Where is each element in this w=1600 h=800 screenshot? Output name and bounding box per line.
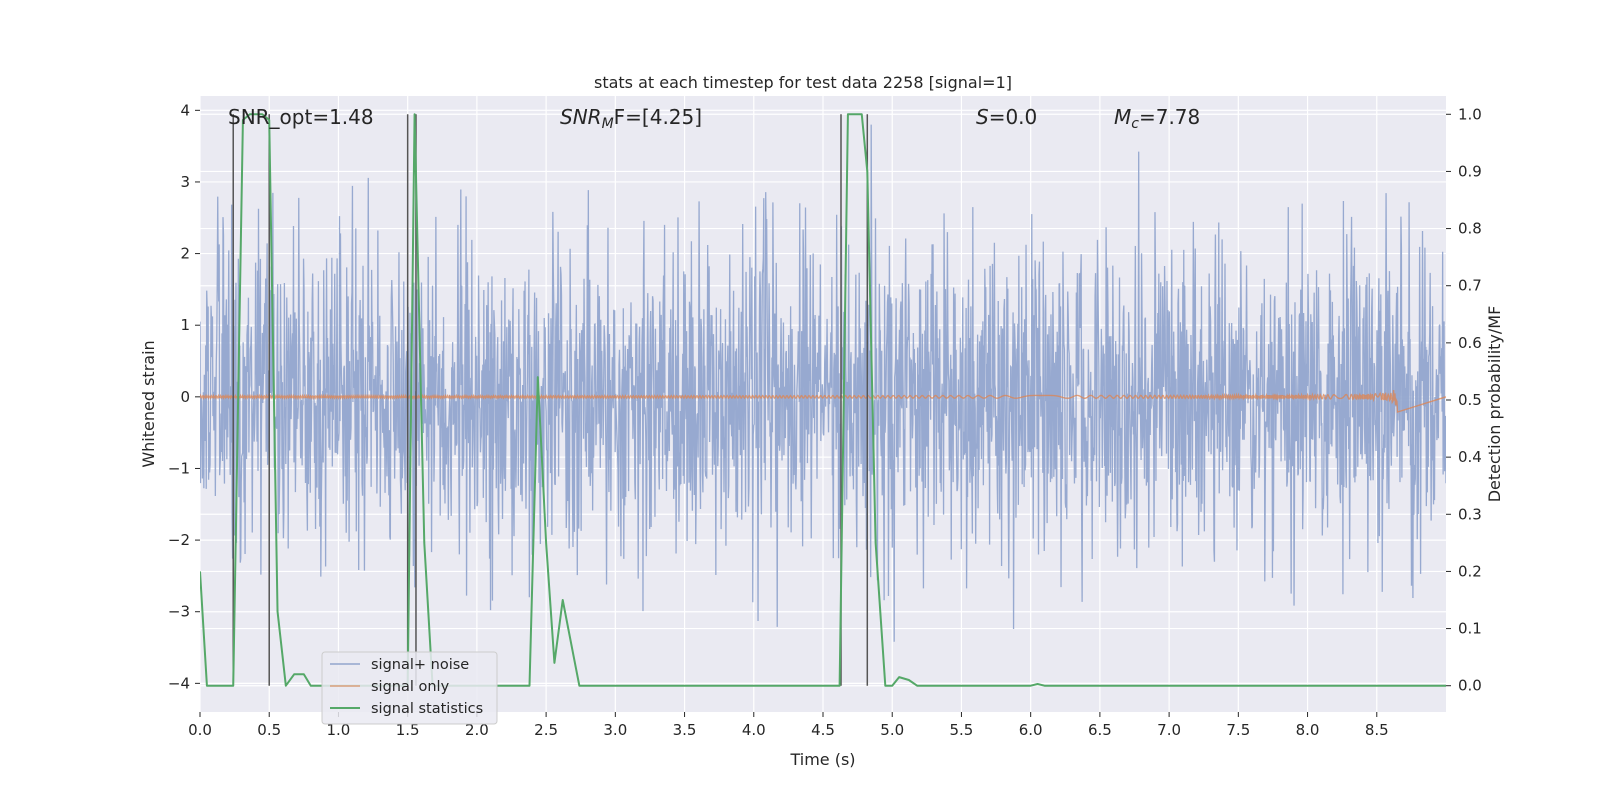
x-tick-label-1.5: 1.5 <box>396 721 420 739</box>
y-right-tick-label-0.8: 0.8 <box>1458 220 1482 238</box>
x-tick-label-4.5: 4.5 <box>811 721 835 739</box>
x-tick-label-5.5: 5.5 <box>950 721 974 739</box>
y-left-tick-label-4: 4 <box>180 101 190 119</box>
legend-label-signal-only: signal only <box>371 679 450 695</box>
annotation-s: S=0.0 <box>976 105 1037 129</box>
x-tick-label-4.0: 4.0 <box>742 721 766 739</box>
x-tick-label-3.0: 3.0 <box>603 721 627 739</box>
y-axis-right-ticks: 1.0 0.9 0.8 0.7 0.6 0.5 0.4 0.3 0.2 0.1 0.0 <box>1446 105 1482 695</box>
y-left-tick-label--1: −1 <box>168 459 190 477</box>
y-left-tick-label-0: 0 <box>180 388 190 406</box>
signal-statistics-line <box>200 113 1446 687</box>
x-tick-label-7.0: 7.0 <box>1157 721 1181 739</box>
annotation-mc-sub: c <box>1131 116 1139 132</box>
annotation-snr-mf: SNRMF=[4.25] <box>560 105 702 132</box>
x-tick-label-6.0: 6.0 <box>1019 721 1043 739</box>
series-signal-only <box>200 389 1446 413</box>
annotation-snr-mf-sub: M <box>602 116 614 132</box>
x-tick-label-8.0: 8.0 <box>1296 721 1320 739</box>
x-tick-label-3.5: 3.5 <box>673 721 697 739</box>
x-tick-label-8.5: 8.5 <box>1365 721 1389 739</box>
annotation-mc-value: =7.78 <box>1139 105 1200 129</box>
y-right-tick-label-0.7: 0.7 <box>1458 277 1482 295</box>
annotation-snr-mf-base: SNR <box>560 105 602 129</box>
y-right-tick-label-0.3: 0.3 <box>1458 505 1482 523</box>
x-tick-label-0.5: 0.5 <box>257 721 281 739</box>
y-left-tick-label-2: 2 <box>180 245 190 263</box>
y-left-tick-label--4: −4 <box>168 674 190 692</box>
legend-label-signal-statistics: signal statistics <box>371 701 483 717</box>
annotation-snr-opt: SNR_opt=1.48 <box>228 105 374 129</box>
x-tick-label-5.0: 5.0 <box>880 721 904 739</box>
x-tick-label-2.5: 2.5 <box>534 721 558 739</box>
legend-label-signal-plus-noise: signal+ noise <box>371 657 469 673</box>
x-axis-ticks: 0.0 0.5 1.0 1.5 2.0 2.5 3.0 3.5 4.0 4.5 5.0 5.5 6.0 6… <box>188 712 1389 739</box>
y-right-tick-label-1.0: 1.0 <box>1458 105 1482 123</box>
y-right-tick-label-0.6: 0.6 <box>1458 334 1482 352</box>
y-axis-right-label: Detection probability/MF <box>1485 306 1504 503</box>
annotation-mc: Mc=7.78 <box>1114 105 1200 132</box>
y-right-tick-label-0.2: 0.2 <box>1458 562 1482 580</box>
annotation-s-value: =0.0 <box>989 105 1038 129</box>
y-right-tick-label-0.9: 0.9 <box>1458 162 1482 180</box>
x-tick-label-7.5: 7.5 <box>1226 721 1250 739</box>
y-left-tick-label-1: 1 <box>180 316 190 334</box>
annotation-snr-mf-rest: F=[4.25] <box>614 105 702 129</box>
y-right-tick-label-0.1: 0.1 <box>1458 620 1482 638</box>
y-right-tick-label-0.4: 0.4 <box>1458 448 1482 466</box>
x-axis-label: Time (s) <box>789 750 855 769</box>
signal-only-line <box>200 389 1446 413</box>
y-left-tick-label--2: −2 <box>168 531 190 549</box>
x-tick-label-1.0: 1.0 <box>327 721 351 739</box>
y-axis-left-ticks: 4 3 2 1 0 −1 −2 −3 −4 <box>168 101 200 692</box>
x-tick-label-0.0: 0.0 <box>188 721 212 739</box>
y-left-tick-label-3: 3 <box>180 173 190 191</box>
annotation-mc-symbol: M <box>1114 105 1131 129</box>
x-tick-label-6.5: 6.5 <box>1088 721 1112 739</box>
x-tick-label-2.0: 2.0 <box>465 721 489 739</box>
annotation-s-symbol: S <box>976 105 989 129</box>
y-right-tick-label-0.0: 0.0 <box>1458 677 1482 695</box>
legend-box <box>321 651 498 725</box>
y-axis-left-label: Whitened strain <box>139 340 158 467</box>
chart-title: stats at each timestep for test data 225… <box>594 73 1012 92</box>
legend: signal+ noise signal only signal statist… <box>321 651 498 725</box>
y-right-tick-label-0.5: 0.5 <box>1458 391 1482 409</box>
series-signal-statistics <box>200 113 1446 687</box>
y-left-tick-label--3: −3 <box>168 603 190 621</box>
